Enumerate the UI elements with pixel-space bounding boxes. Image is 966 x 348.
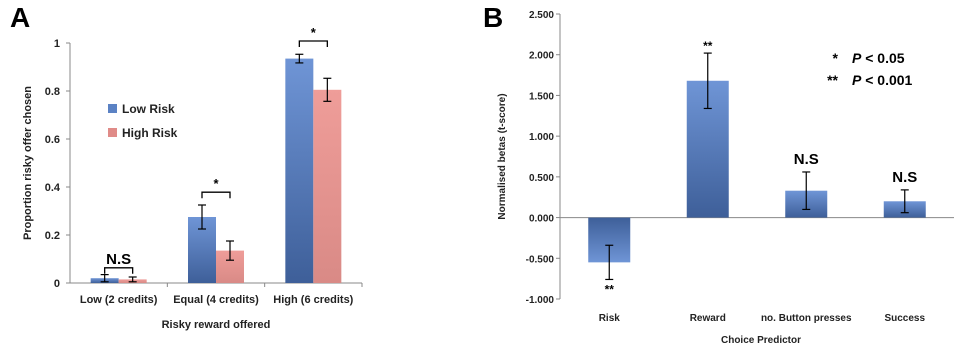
bar-a <box>313 89 342 283</box>
x-tick-label-b: no. Button presses <box>761 313 852 324</box>
bar-annotation-b: ** <box>605 282 615 296</box>
significance-bracket-a <box>201 191 231 199</box>
significance-label-a: N.S <box>106 251 131 268</box>
y-tick-label-b: 2.000 <box>529 51 554 62</box>
x-axis-title-b: Choice Predictor <box>721 335 801 346</box>
bar-annotation-b: ** <box>703 39 713 53</box>
y-tick-label-b: 0.500 <box>529 173 554 184</box>
panel-label-b: B <box>483 2 504 33</box>
key-label-b: P < 0.001 <box>852 72 913 88</box>
y-tick-label-b: 1.500 <box>529 91 554 102</box>
x-tick-label-b: Success <box>884 313 925 324</box>
y-axis-title-b: Normalised betas (t-score) <box>497 93 508 219</box>
key-stars-b: ** <box>827 72 838 88</box>
y-axis-title-a: Proportion risky offer chosen <box>22 86 34 240</box>
y-tick-label-b: -0.500 <box>526 254 555 265</box>
significance-label-a: * <box>213 176 219 191</box>
x-tick-label-a: Equal (4 credits) <box>173 294 259 306</box>
y-tick-label-a: 0 <box>54 278 60 290</box>
bar-a <box>285 58 314 283</box>
x-tick-label-a: Low (2 credits) <box>80 294 158 306</box>
legend-label-a: High Risk <box>122 126 178 140</box>
y-tick-label-a: 0.6 <box>45 134 60 146</box>
x-tick-label-b: Risk <box>599 313 621 324</box>
key-label-b: P < 0.05 <box>852 50 905 66</box>
significance-label-a: * <box>311 25 317 40</box>
y-tick-label-a: 0.4 <box>45 182 61 194</box>
y-tick-label-b: 2.500 <box>529 10 554 21</box>
legend-label-a: Low Risk <box>122 102 175 116</box>
y-tick-label-b: 0.000 <box>529 214 554 225</box>
y-tick-label-b: -1.000 <box>526 295 555 306</box>
y-tick-label-a: 0.8 <box>45 86 60 98</box>
bar-annotation-b: N.S <box>794 151 819 168</box>
key-stars-b: * <box>833 50 839 66</box>
panel-label-a: A <box>10 2 31 33</box>
legend-swatch-a <box>108 104 117 113</box>
significance-bracket-a <box>104 267 134 274</box>
y-tick-label-a: 0.2 <box>45 230 60 242</box>
x-tick-label-a: High (6 credits) <box>273 294 353 306</box>
legend-swatch-a <box>108 128 117 137</box>
y-tick-label-b: 1.000 <box>529 132 554 143</box>
y-tick-label-a: 1 <box>54 38 60 50</box>
significance-bracket-a <box>298 40 328 47</box>
bar-annotation-b: N.S <box>892 169 917 186</box>
x-axis-title-a: Risky reward offered <box>162 319 271 331</box>
x-tick-label-b: Reward <box>690 313 726 324</box>
